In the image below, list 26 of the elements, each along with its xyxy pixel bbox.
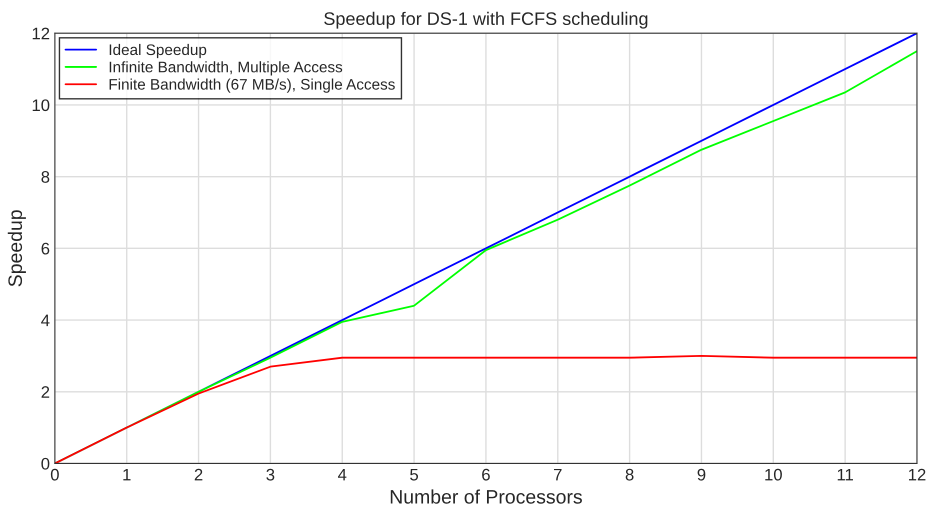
x-tick-label: 5	[410, 468, 418, 481]
y-tick-label: 2	[42, 386, 50, 398]
x-tick-label: 8	[626, 468, 634, 481]
x-tick-label: 3	[266, 468, 274, 481]
x-tick-label: 12	[908, 468, 926, 480]
y-axis-title: Speedup	[8, 210, 26, 286]
x-axis-title: Number of Processors	[390, 489, 582, 504]
y-tick-label: 8	[41, 171, 50, 183]
y-tick-label: 4	[41, 314, 50, 326]
x-tick-label: 4	[338, 468, 346, 480]
legend-label: Infinite Bandwidth, Multiple Access	[110, 61, 342, 76]
x-tick-label: 11	[838, 468, 853, 480]
y-tick-label: 10	[32, 99, 50, 112]
y-tick-label: 6	[42, 242, 50, 255]
x-tick-label: 1	[123, 468, 131, 480]
x-tick-label: 7	[554, 468, 562, 480]
legend-label: Ideal Speedup	[110, 44, 206, 58]
y-tick-label: 12	[32, 28, 50, 40]
x-tick-label: 9	[698, 468, 706, 481]
x-tick-label: 10	[765, 468, 782, 481]
x-tick-label: 2	[194, 468, 202, 480]
x-tick-label: 6	[482, 468, 490, 481]
chart-title: Speedup for DS-1 with FCFS scheduling	[324, 12, 648, 29]
y-tick-label: 0	[41, 458, 50, 470]
x-tick-label: 0	[50, 468, 59, 481]
legend-label: Finite Bandwidth (67 MB/s), Single Access	[110, 78, 395, 93]
